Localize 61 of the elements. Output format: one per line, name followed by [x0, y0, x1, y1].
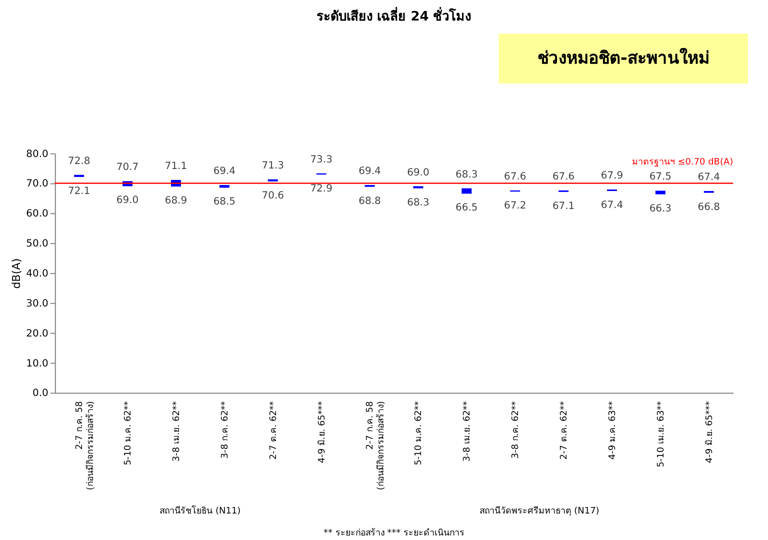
data-label: 67.4: [698, 172, 720, 184]
bar: [655, 190, 666, 194]
text: สถานีรัชโยธิน (N11): [160, 505, 241, 516]
bar: [219, 185, 230, 188]
annotation: 68.9: [164, 195, 188, 206]
data-label: 67.6: [552, 171, 575, 182]
x-tick-label: 3-8 เม.ย. 62**: [462, 400, 473, 462]
x-tick-label: 2-7 ต.ค. 62**: [560, 400, 570, 460]
y-tick-label: 20.0: [26, 328, 48, 340]
y-tick-label: 80.0: [26, 148, 48, 160]
data-label: 67.5: [649, 172, 672, 183]
annotation: 72.9: [310, 184, 332, 195]
data-label: 72.8: [68, 156, 90, 167]
annotation: 66.8: [698, 202, 720, 213]
x-tick-label: 2-7 ก.ค. 58 (ก่อนมีกิจกรรมก่อสร้าง): [366, 400, 387, 490]
data-label: 67.9: [600, 170, 624, 182]
bar: [462, 188, 472, 194]
ref-line-label: มาตรฐานฯ ≤0.70 dB(A): [632, 157, 734, 168]
y-tick-label: 50.0: [26, 238, 48, 250]
y-tick-label: 0.0: [32, 388, 48, 400]
annotation: 67.4: [600, 200, 624, 211]
annotation: 68.3: [407, 197, 430, 208]
annotation: 72.1: [68, 186, 90, 197]
annotation: 66.5: [456, 202, 478, 214]
x-tick-label: 5-10 ม.ค. 62**: [414, 400, 424, 466]
y-tick-label: 10.0: [26, 358, 48, 370]
annotation: 66.3: [649, 203, 672, 214]
annotation: 68.5: [213, 196, 236, 208]
data-label: 71.1: [164, 160, 188, 172]
y-tick-label: 70.0: [26, 178, 48, 190]
x-tick-label: 3-8 ก.ค. 62**: [220, 400, 230, 459]
x-tick-label: 5-10 เม.ย. 63**: [656, 400, 666, 468]
annotation: 70.6: [262, 190, 284, 202]
annotation: 67.2: [504, 200, 526, 212]
data-label: 69.0: [407, 167, 430, 178]
data-label: 71.3: [262, 160, 284, 172]
x-tick-label: 5-10 ม.ค. 62**: [124, 400, 134, 466]
x-tick-label: 4-9 มิ.ย. 65***: [316, 400, 328, 464]
y-tick-label: 40.0: [26, 268, 48, 280]
y-axis-title: dB(A): [10, 258, 24, 289]
data-label: 69.4: [358, 166, 381, 178]
x-tick-label: 4-9 ม.ค. 63**: [608, 400, 618, 460]
text: ช่วงหมอชิต-สะพานใหม่: [537, 48, 710, 68]
x-tick-label: 2-7 ก.ค. 58 (ก่อนมีกิจกรรมก่อสร้าง): [75, 400, 96, 490]
text: สถานีวัดพระศรีมหาธาตุ (N17): [479, 505, 600, 516]
annotation: 68.8: [358, 196, 381, 207]
data-label: 67.6: [504, 171, 526, 182]
y-tick-label: 30.0: [26, 298, 48, 310]
x-tick-label: 2-7 ต.ค. 62**: [268, 400, 279, 460]
y-tick-label: 60.0: [26, 208, 48, 220]
chart-title: ระดับเสียง เฉลี่ย 24 ชั่วโมง: [316, 6, 472, 25]
x-tick-label: 3-8 เม.ย. 62**: [172, 400, 182, 462]
data-label: 70.7: [116, 162, 139, 174]
annotation: 67.1: [552, 200, 575, 212]
data-label: 68.3: [456, 169, 478, 180]
data-label: 69.4: [213, 166, 236, 178]
x-tick-label: 3-8 ก.ค. 62**: [511, 400, 522, 459]
annotation: 69.0: [116, 195, 139, 206]
data-label: 73.3: [310, 154, 332, 166]
x-tick-label: 4-9 มิ.ย. 65***: [704, 400, 715, 464]
text: ** ระยะก่อสร้าง *** ระยะดำเนินการ: [323, 527, 464, 538]
